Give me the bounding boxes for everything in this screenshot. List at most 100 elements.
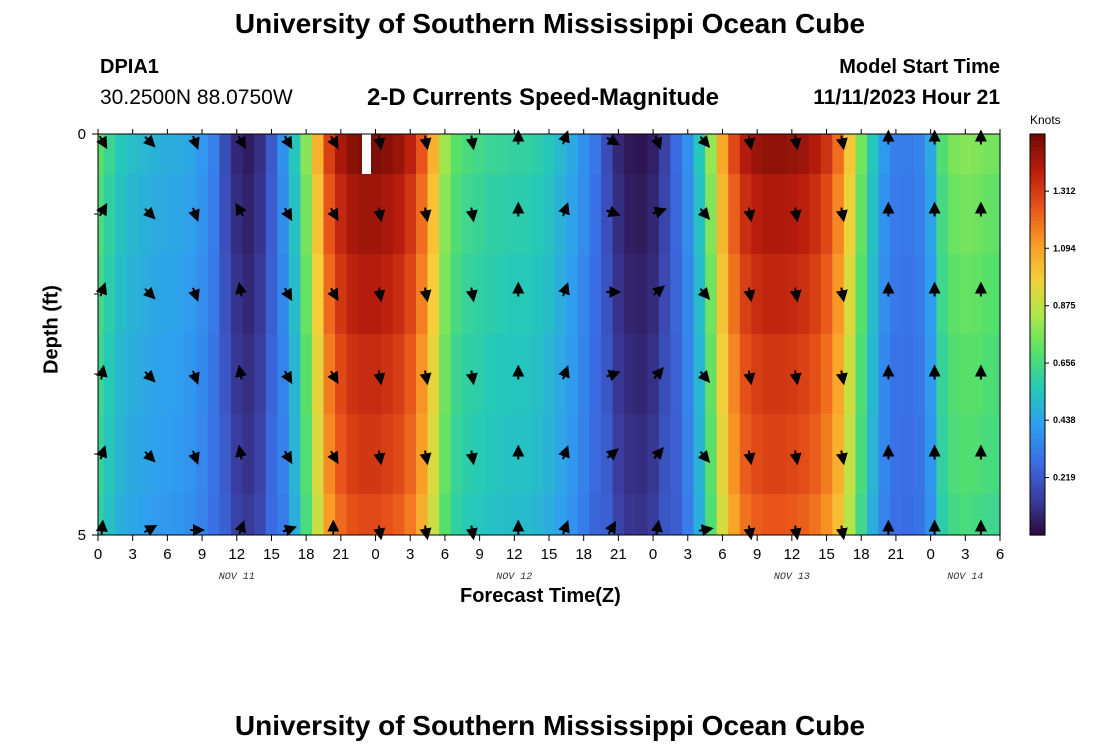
colorbar-segment: [1030, 170, 1045, 175]
footer-title: University of Southern Mississippi Ocean…: [234, 710, 866, 741]
current-arrow: [835, 287, 848, 303]
heatmap-cell: [346, 334, 359, 414]
heatmap-cell: [693, 494, 706, 535]
colorbar-segment: [1030, 247, 1045, 252]
heatmap-cell: [98, 134, 105, 174]
heatmap-cell: [624, 414, 637, 494]
heatmap-cell: [196, 414, 209, 494]
heatmap-cell: [936, 414, 949, 494]
current-arrow: [234, 135, 246, 150]
current-arrow: [96, 135, 108, 150]
current-arrow: [95, 519, 108, 535]
current-arrow: [789, 450, 802, 466]
heatmap-cell: [681, 134, 695, 174]
current-arrow: [281, 370, 293, 385]
x-tick-label: 3: [129, 546, 137, 563]
current-arrow: [697, 369, 711, 383]
colorbar-segment: [1030, 488, 1045, 493]
heatmap-cell: [173, 134, 186, 174]
colorbar-segment: [1030, 468, 1045, 473]
colorbar-segment: [1030, 411, 1045, 416]
heatmap-cell: [115, 494, 128, 535]
heatmap-cell: [103, 254, 116, 334]
colorbar-segment: [1030, 484, 1045, 489]
current-arrow: [606, 205, 621, 218]
colorbar-segment: [1030, 311, 1045, 316]
heatmap-cell: [520, 174, 533, 254]
heatmap-cell: [728, 414, 741, 494]
heatmap-cell: [589, 414, 602, 494]
heatmap-cell: [971, 254, 984, 334]
model-start-value: 11/11/2023 Hour 21: [813, 86, 1000, 109]
heatmap-cell: [265, 334, 278, 414]
heatmap-cell: [843, 254, 857, 334]
heatmap-cell: [809, 414, 822, 494]
heatmap-cell: [971, 174, 984, 254]
colorbar-segment: [1030, 448, 1045, 453]
colorbar-segment: [1030, 351, 1045, 356]
heatmap-cell: [450, 134, 463, 174]
heatmap-cell: [219, 414, 232, 494]
heatmap-cell: [924, 254, 937, 334]
heatmap-cell: [473, 334, 486, 414]
current-arrow: [235, 202, 247, 217]
heatmap-cell: [207, 254, 221, 334]
heatmap-cell: [855, 334, 868, 414]
heatmap-cell: [797, 174, 810, 254]
heatmap-cell: [878, 174, 891, 254]
colorbar-segment: [1030, 438, 1045, 443]
heatmap-cell: [207, 134, 221, 174]
current-arrow: [281, 207, 293, 222]
heatmap-cell: [173, 174, 186, 254]
heatmap-cell: [531, 494, 544, 535]
heatmap-cell: [820, 174, 833, 254]
heatmap-cell: [543, 494, 556, 535]
heatmap-cell: [358, 174, 371, 254]
heatmap-cell: [635, 254, 648, 334]
heatmap-cell: [901, 174, 914, 254]
heatmap-cell: [994, 254, 1001, 334]
heatmap-cell: [589, 254, 602, 334]
heatmap-cell: [427, 414, 440, 494]
colorbar-segment: [1030, 397, 1045, 402]
heatmap-cell: [705, 334, 718, 414]
colorbar-segment: [1030, 404, 1045, 409]
heatmap-cell: [138, 334, 151, 414]
heatmap-cell: [994, 414, 1001, 494]
heatmap-cell: [554, 174, 567, 254]
x-tick-label: 0: [371, 546, 379, 563]
colorbar-segment: [1030, 207, 1045, 212]
colorbar-segment: [1030, 444, 1045, 449]
current-arrow: [465, 135, 478, 151]
heatmap-cell: [751, 334, 764, 414]
heatmap-cell: [496, 414, 510, 494]
current-arrow: [235, 281, 247, 297]
heatmap-cell: [138, 174, 151, 254]
heatmap-cell: [404, 494, 417, 535]
heatmap-cell: [369, 494, 382, 535]
heatmap-cell: [485, 414, 498, 494]
current-arrow: [465, 207, 478, 223]
heatmap-cell: [751, 494, 764, 535]
heatmap-cell: [346, 174, 359, 254]
heatmap-cell: [103, 414, 116, 494]
heatmap-cell: [485, 174, 498, 254]
heatmap-cell: [936, 334, 949, 414]
heatmap-cell: [601, 334, 614, 414]
heatmap-cell: [890, 134, 903, 174]
heatmap-cell: [265, 414, 278, 494]
colorbar-tick-label: 1.312: [1053, 186, 1076, 196]
x-tick-label: 12: [506, 546, 523, 563]
current-arrow: [697, 449, 711, 463]
heatmap-cell: [196, 254, 209, 334]
heatmap-cell: [543, 254, 556, 334]
current-arrow: [743, 207, 756, 223]
current-arrow: [558, 445, 570, 460]
heatmap-cell: [311, 174, 325, 254]
heatmap-cell: [843, 494, 857, 535]
heatmap-cell: [103, 134, 116, 174]
x-tick-label: 18: [853, 546, 870, 563]
colorbar-segment: [1030, 364, 1045, 369]
heatmap-cell: [277, 494, 290, 535]
heatmap-cell: [670, 254, 683, 334]
